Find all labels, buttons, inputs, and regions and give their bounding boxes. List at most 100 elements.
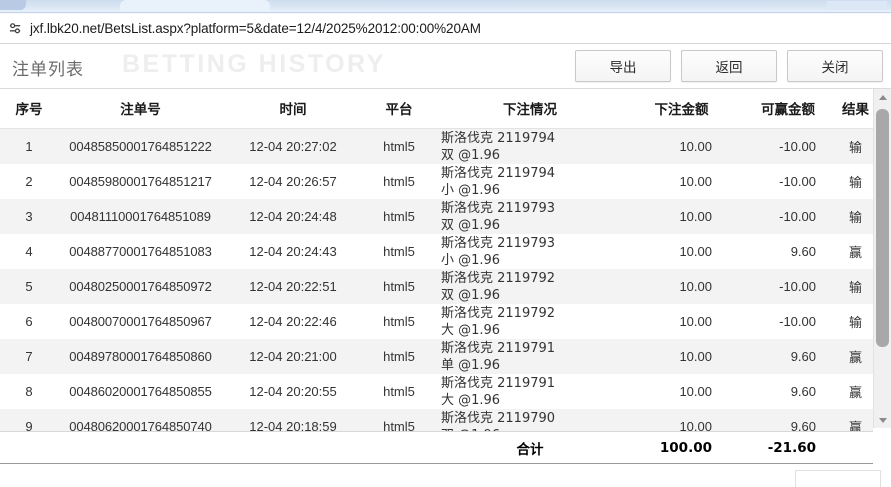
column-header-win-amount[interactable]: 可赢金额 bbox=[738, 89, 838, 129]
cell-bet-info: 斯洛伐克 2119793 小 @1.96 bbox=[435, 234, 625, 269]
cell-win-amount: -10.00 bbox=[738, 269, 838, 304]
browser-window-left-edge bbox=[0, 0, 26, 10]
export-button[interactable]: 导出 bbox=[575, 50, 671, 82]
cell-bet-info: 斯洛伐克 2119794 小 @1.96 bbox=[435, 164, 625, 199]
totals-row: 合计 100.00 -21.60 bbox=[0, 432, 873, 464]
cell-platform: html5 bbox=[363, 164, 435, 199]
cell-platform: html5 bbox=[363, 129, 435, 164]
cell-bet-no: 00489780001764850860 bbox=[58, 339, 223, 374]
table-row[interactable]: 6 00480070001764850967 12-04 20:22:46 html5… bbox=[0, 304, 873, 339]
column-header-result[interactable]: 结果 bbox=[838, 89, 873, 129]
bets-table-body: 1 00485850001764851222 12-04 20:27:02 html5… bbox=[0, 129, 873, 431]
cell-bet-no: 00480070001764850967 bbox=[58, 304, 223, 339]
scroll-up-arrow-icon[interactable] bbox=[874, 89, 891, 105]
cell-platform: html5 bbox=[363, 339, 435, 374]
cell-platform: html5 bbox=[363, 304, 435, 339]
totals-label: 合计 bbox=[516, 442, 544, 458]
cell-index: 2 bbox=[0, 164, 58, 199]
cell-result: 输 bbox=[838, 164, 873, 199]
table-row[interactable]: 3 00481110001764851089 12-04 20:24:48 html5… bbox=[0, 199, 873, 234]
column-header-index[interactable]: 序号 bbox=[0, 89, 58, 129]
table-row[interactable]: 9 00480620001764850740 12-04 20:18:59 html5… bbox=[0, 409, 873, 431]
back-button[interactable]: 返回 bbox=[681, 50, 777, 82]
bet-selection: 双 @1.96 bbox=[441, 147, 501, 163]
cell-result: 输 bbox=[838, 199, 873, 234]
cell-index: 7 bbox=[0, 339, 58, 374]
close-button[interactable]: 关闭 bbox=[787, 50, 883, 82]
bet-event: 斯洛伐克 2119791 bbox=[441, 340, 556, 356]
cell-time: 12-04 20:24:48 bbox=[223, 199, 363, 234]
cell-time: 12-04 20:20:55 bbox=[223, 374, 363, 409]
cell-platform: html5 bbox=[363, 374, 435, 409]
table-row[interactable]: 4 00488770001764851083 12-04 20:24:43 html5… bbox=[0, 234, 873, 269]
cell-win-amount: -10.00 bbox=[738, 199, 838, 234]
cell-index: 8 bbox=[0, 374, 58, 409]
cell-result: 赢 bbox=[838, 234, 873, 269]
table-row[interactable]: 2 00485980001764851217 12-04 20:26:57 html5… bbox=[0, 164, 873, 199]
bottom-panel-edge bbox=[795, 470, 881, 487]
cell-win-amount: 9.60 bbox=[738, 374, 838, 409]
cell-win-amount: -10.00 bbox=[738, 129, 838, 164]
table-row[interactable]: 8 00486020001764850855 12-04 20:20:55 html5… bbox=[0, 374, 873, 409]
table-header-row: 序号 注单号 时间 平台 下注情况 下注金额 可赢金额 结果 bbox=[0, 89, 873, 129]
table-row[interactable]: 7 00489780001764850860 12-04 20:21:00 html5… bbox=[0, 339, 873, 374]
totals-spacer-5 bbox=[838, 432, 873, 464]
cell-time: 12-04 20:22:46 bbox=[223, 304, 363, 339]
cell-bet-info: 斯洛伐克 2119790双 @1.96 bbox=[435, 409, 625, 431]
bet-event: 斯洛伐克 2119794 bbox=[441, 165, 556, 181]
cell-result: 赢 bbox=[838, 339, 873, 374]
betting-history-page: 注单列表 BETTING HISTORY 导出 返回 关闭 序号 注单号 时间 … bbox=[0, 44, 891, 487]
address-bar[interactable]: jxf.lbk20.net/BetsList.aspx?platform=5&d… bbox=[0, 13, 891, 44]
cell-bet-no: 00481110001764851089 bbox=[58, 199, 223, 234]
page-header: 注单列表 BETTING HISTORY 导出 返回 关闭 bbox=[0, 44, 891, 89]
browser-tab[interactable] bbox=[120, 0, 270, 12]
bet-selection: 大 @1.96 bbox=[441, 322, 501, 338]
cell-bet-amount: 10.00 bbox=[625, 129, 738, 164]
bets-table-wrapper: 序号 注单号 时间 平台 下注情况 下注金额 可赢金额 结果 1 00485850… bbox=[0, 89, 891, 431]
cell-bet-no: 00485850001764851222 bbox=[58, 129, 223, 164]
totals-spacer-2 bbox=[58, 432, 223, 464]
cell-bet-amount: 10.00 bbox=[625, 234, 738, 269]
site-settings-icon[interactable] bbox=[0, 13, 30, 43]
cell-index: 6 bbox=[0, 304, 58, 339]
url-text: jxf.lbk20.net/BetsList.aspx?platform=5&d… bbox=[30, 20, 481, 36]
cell-index: 3 bbox=[0, 199, 58, 234]
cell-bet-info: 斯洛伐克 2119791 单 @1.96 bbox=[435, 339, 625, 374]
column-header-bet-no[interactable]: 注单号 bbox=[58, 89, 223, 129]
totals-bet-amount: 100.00 bbox=[659, 440, 712, 456]
cell-bet-amount: 10.00 bbox=[625, 164, 738, 199]
scroll-down-arrow-icon[interactable] bbox=[874, 412, 891, 428]
table-row[interactable]: 5 00480250001764850972 12-04 20:22:51 html5… bbox=[0, 269, 873, 304]
browser-window-controls[interactable] bbox=[827, 1, 887, 10]
column-header-bet-amount[interactable]: 下注金额 bbox=[625, 89, 738, 129]
cell-bet-info: 斯洛伐克 2119791 大 @1.96 bbox=[435, 374, 625, 409]
cell-time: 12-04 20:26:57 bbox=[223, 164, 363, 199]
scrollbar-thumb[interactable] bbox=[876, 109, 889, 347]
column-header-platform[interactable]: 平台 bbox=[363, 89, 435, 129]
column-header-bet-info[interactable]: 下注情况 bbox=[435, 89, 625, 129]
bet-event: 斯洛伐克 2119794 bbox=[441, 130, 556, 146]
cell-win-amount: 9.60 bbox=[738, 409, 838, 431]
bet-selection: 小 @1.96 bbox=[441, 252, 501, 268]
cell-bet-info: 斯洛伐克 2119793 双 @1.96 bbox=[435, 199, 625, 234]
bet-selection: 单 @1.96 bbox=[441, 357, 501, 373]
bet-event: 斯洛伐克 2119792 bbox=[441, 270, 556, 286]
cell-result: 输 bbox=[838, 269, 873, 304]
cell-bet-no: 00480250001764850972 bbox=[58, 269, 223, 304]
table-row[interactable]: 1 00485850001764851222 12-04 20:27:02 html5… bbox=[0, 129, 873, 164]
bet-event: 斯洛伐克 2119793 bbox=[441, 235, 556, 251]
column-header-time[interactable]: 时间 bbox=[223, 89, 363, 129]
cell-win-amount: 9.60 bbox=[738, 234, 838, 269]
cell-index: 9 bbox=[0, 409, 58, 431]
page-watermark: BETTING HISTORY bbox=[122, 50, 386, 78]
cell-bet-amount: 10.00 bbox=[625, 374, 738, 409]
cell-bet-amount: 10.00 bbox=[625, 304, 738, 339]
vertical-scrollbar[interactable] bbox=[873, 89, 891, 428]
cell-bet-amount: 10.00 bbox=[625, 339, 738, 374]
cell-bet-info: 斯洛伐克 2119794 双 @1.96 bbox=[435, 129, 625, 164]
cell-bet-no: 00485980001764851217 bbox=[58, 164, 223, 199]
cell-result: 赢 bbox=[838, 409, 873, 431]
cell-win-amount: -10.00 bbox=[738, 304, 838, 339]
cell-platform: html5 bbox=[363, 234, 435, 269]
header-action-buttons: 导出 返回 关闭 bbox=[575, 50, 883, 82]
